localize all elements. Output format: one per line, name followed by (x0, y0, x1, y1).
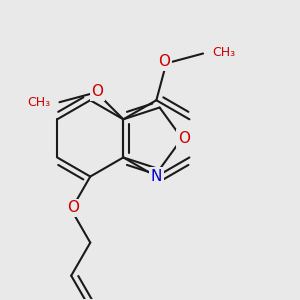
Text: O: O (67, 200, 79, 215)
Text: CH₃: CH₃ (212, 46, 236, 59)
Text: CH₃: CH₃ (27, 96, 50, 109)
Text: O: O (159, 54, 171, 69)
Text: O: O (178, 131, 190, 146)
Text: O: O (91, 84, 103, 99)
Text: N: N (151, 169, 162, 184)
